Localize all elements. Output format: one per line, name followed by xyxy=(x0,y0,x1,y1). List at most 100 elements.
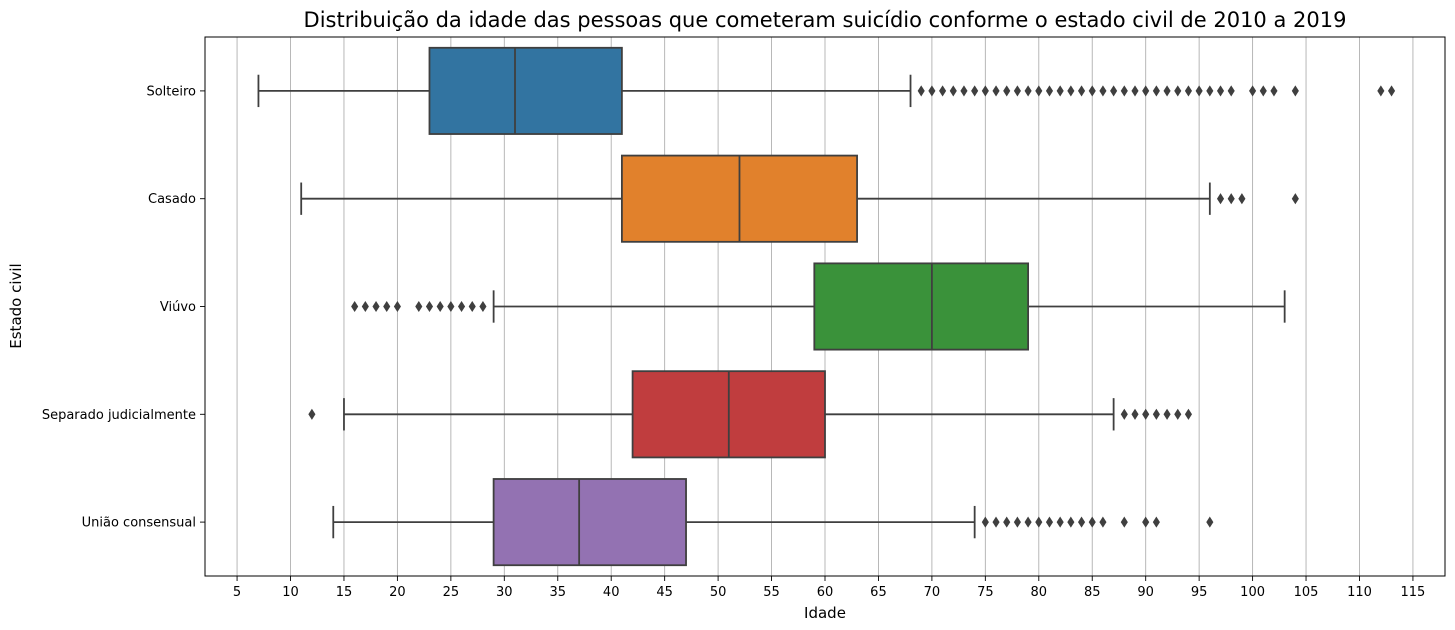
x-tick-label: 105 xyxy=(1294,585,1319,600)
outlier-point xyxy=(1120,408,1128,420)
outlier-point xyxy=(1024,516,1032,528)
outlier-point xyxy=(1056,85,1064,97)
outlier-point xyxy=(479,300,487,313)
outlier-point xyxy=(1131,85,1139,97)
x-tick-label: 40 xyxy=(603,585,620,600)
outlier-point xyxy=(1152,516,1160,528)
outlier-point xyxy=(1184,408,1193,420)
outlier-point xyxy=(1163,85,1171,97)
x-tick-label: 45 xyxy=(656,585,673,600)
outlier-point xyxy=(361,300,369,313)
y-category-label: União consensual xyxy=(82,516,196,531)
boxes xyxy=(257,46,1396,567)
outlier-point xyxy=(1035,516,1043,528)
x-tick-label: 30 xyxy=(496,585,513,600)
outlier-point xyxy=(1291,193,1299,205)
outlier-point xyxy=(1013,85,1021,97)
outlier-point xyxy=(1077,85,1086,97)
x-tick-label: 65 xyxy=(870,585,887,600)
outlier-point xyxy=(1131,408,1139,420)
outlier-point xyxy=(1163,408,1171,420)
box-group xyxy=(351,262,1286,351)
x-tick-label: 25 xyxy=(443,585,460,600)
outlier-point xyxy=(447,300,455,313)
outlier-point xyxy=(949,85,957,97)
outlier-point xyxy=(1013,516,1021,528)
outlier-point xyxy=(415,300,423,313)
outlier-point xyxy=(1142,516,1150,528)
outlier-point xyxy=(425,300,434,313)
outlier-point xyxy=(436,300,444,313)
x-axis-ticks: 5 10 15 20 25 30 35 40 45 50 55 60 65 70 75 80 85 90 95 100… xyxy=(233,576,1425,600)
iqr-box xyxy=(492,478,687,567)
outlier-point xyxy=(1067,85,1075,97)
x-tick-label: 95 xyxy=(1191,585,1208,600)
iqr-box xyxy=(813,262,1030,351)
outlier-point xyxy=(1088,516,1096,528)
outlier-point xyxy=(1045,85,1054,97)
x-tick-label: 50 xyxy=(710,585,727,600)
outlier-point xyxy=(1206,516,1214,528)
x-tick-label: 20 xyxy=(389,585,406,600)
x-tick-label: 90 xyxy=(1137,585,1154,600)
outlier-point xyxy=(1227,85,1235,97)
outlier-point xyxy=(960,85,968,97)
outlier-point xyxy=(1003,516,1011,528)
outlier-point xyxy=(1120,85,1128,97)
x-tick-label: 80 xyxy=(1031,585,1048,600)
outlier-point xyxy=(393,300,401,313)
outlier-point xyxy=(1120,516,1128,528)
outlier-point xyxy=(372,300,380,313)
outlier-point xyxy=(1259,85,1267,97)
box-group xyxy=(332,478,1214,567)
outlier-point xyxy=(928,85,936,97)
y-axis-categories: Solteiro Casado Viúvo Separado judicialment… xyxy=(42,84,205,531)
outlier-point xyxy=(1387,85,1396,97)
outlier-point xyxy=(383,300,391,313)
x-tick-label: 60 xyxy=(817,585,834,600)
y-category-label: Solteiro xyxy=(146,84,196,99)
outlier-point xyxy=(1099,516,1107,528)
y-category-label: Separado judicialmente xyxy=(42,408,196,423)
outlier-point xyxy=(981,85,989,97)
x-tick-label: 5 xyxy=(233,585,241,600)
x-tick-label: 85 xyxy=(1084,585,1101,600)
outlier-point xyxy=(1035,85,1043,97)
chart-title: Distribuição da idade das pessoas que co… xyxy=(304,8,1347,32)
outlier-point xyxy=(1088,85,1096,97)
outlier-point xyxy=(992,516,1000,528)
outlier-point xyxy=(308,408,316,420)
y-category-label: Casado xyxy=(148,192,196,207)
x-tick-label: 110 xyxy=(1347,585,1372,600)
outlier-point xyxy=(1024,85,1032,97)
outlier-point xyxy=(1142,408,1150,420)
y-category-label: Viúvo xyxy=(160,300,196,315)
y-axis-label: Estado civil xyxy=(7,263,25,348)
outlier-point xyxy=(1099,85,1107,97)
box-group xyxy=(257,46,1396,135)
outlier-point xyxy=(1110,85,1118,97)
outlier-point xyxy=(1174,408,1182,420)
outlier-point xyxy=(1216,85,1225,97)
x-tick-label: 115 xyxy=(1401,585,1426,600)
outlier-point xyxy=(1216,193,1225,205)
outlier-point xyxy=(1227,193,1235,205)
outlier-point xyxy=(1142,85,1150,97)
outlier-point xyxy=(1249,85,1257,97)
outlier-point xyxy=(468,300,476,313)
x-axis-label: Idade xyxy=(804,604,846,622)
outlier-point xyxy=(1056,516,1064,528)
outlier-point xyxy=(917,85,925,97)
outlier-point xyxy=(1003,85,1011,97)
x-tick-label: 75 xyxy=(977,585,994,600)
outlier-point xyxy=(1067,516,1075,528)
x-tick-label: 55 xyxy=(763,585,780,600)
outlier-point xyxy=(1077,516,1086,528)
outlier-point xyxy=(1184,85,1193,97)
outlier-point xyxy=(992,85,1000,97)
x-tick-label: 100 xyxy=(1240,585,1265,600)
outlier-point xyxy=(1195,85,1203,97)
x-tick-label: 70 xyxy=(924,585,941,600)
